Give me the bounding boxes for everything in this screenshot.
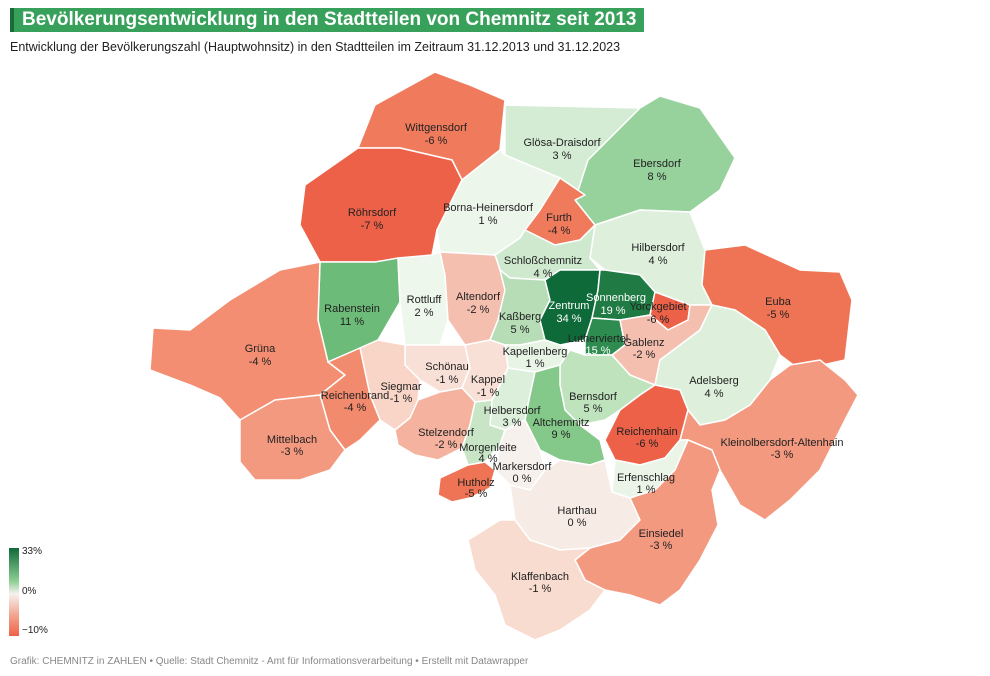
label-hilbersdorf-name: Hilbersdorf: [631, 242, 685, 254]
label-markersdorf-name: Markersdorf: [493, 461, 553, 473]
label-ebersdorf-name: Ebersdorf: [633, 158, 682, 170]
label-euba-value: -5 %: [767, 309, 790, 321]
label-stelzendorf-name: Stelzendorf: [418, 427, 475, 439]
label-einsiedel-name: Einsiedel: [639, 528, 684, 540]
label-kappel-value: -1 %: [477, 387, 500, 399]
label-schlosschemnitz-value: 4 %: [534, 268, 553, 280]
label-gablenz-name: Gablenz: [624, 337, 665, 349]
label-altendorf-value: -2 %: [467, 304, 490, 316]
label-markersdorf-value: 0 %: [513, 473, 532, 485]
label-mittelbach-name: Mittelbach: [267, 434, 317, 446]
label-borna-value: 1 %: [479, 215, 498, 227]
label-adelsberg-value: 4 %: [705, 388, 724, 400]
label-borna-name: Borna-Heinersdorf: [443, 202, 534, 214]
label-lutherviertel-value: 15 %: [585, 345, 610, 357]
label-stelzendorf-value: -2 %: [435, 439, 458, 451]
label-kapellenberg-value: 1 %: [526, 358, 545, 370]
source-footer: Grafik: CHEMNITZ in ZAHLEN • Quelle: Sta…: [10, 656, 529, 667]
chart-title: Bevölkerungsentwicklung in den Stadtteil…: [22, 9, 637, 30]
label-siegmar-name: Siegmar: [381, 381, 422, 393]
label-rabenstein-value: 11 %: [340, 316, 364, 328]
district-klaffenbach[interactable]: [467, 519, 606, 641]
label-helbersdorf-value: 3 %: [503, 417, 522, 429]
label-kassberg-name: Kaßberg: [499, 311, 541, 323]
chart-subtitle: Entwicklung der Bevölkerungszahl (Hauptw…: [10, 40, 621, 54]
label-wittgensdorf-value: -6 %: [425, 135, 448, 147]
label-bernsdorf-value: 5 %: [584, 403, 603, 415]
label-klaffenbach-value: -1 %: [529, 583, 552, 595]
label-furth-name: Furth: [546, 212, 572, 224]
label-kleinolbersdorf-name: Kleinolbersdorf-Altenhain: [721, 437, 844, 449]
label-rottluff-value: 2 %: [415, 307, 434, 319]
label-mittelbach-value: -3 %: [281, 446, 304, 458]
district-labels: Wittgensdorf -6 % Glösa-Draisdorf 3 % Eb…: [245, 122, 844, 595]
label-bernsdorf-name: Bernsdorf: [569, 391, 618, 403]
label-kapellenberg-name: Kapellenberg: [503, 346, 568, 358]
label-gruna-value: -4 %: [249, 356, 272, 368]
label-klaffenbach-name: Klaffenbach: [511, 571, 569, 583]
label-harthau-value: 0 %: [568, 517, 587, 529]
legend-min: −10%: [22, 625, 48, 636]
label-reichenbrand-name: Reichenbrand: [321, 390, 390, 402]
district-mittelbach[interactable]: [239, 394, 346, 481]
label-kleinolbersdorf-value: -3 %: [771, 449, 794, 461]
label-reichenbrand-value: -4 %: [344, 402, 367, 414]
label-erfenschlag-value: 1 %: [637, 484, 656, 496]
label-euba-name: Euba: [765, 296, 792, 308]
legend-gradient-bar: [9, 548, 19, 636]
label-yorckgebiet-value: -6 %: [647, 314, 670, 326]
label-zentrum-name: Zentrum: [549, 300, 590, 312]
label-rohrsdorf-value: -7 %: [361, 220, 384, 232]
label-hutholz-name: Hutholz: [457, 477, 494, 489]
label-adelsberg-name: Adelsberg: [689, 375, 739, 387]
label-reichenhain-name: Reichenhain: [616, 426, 677, 438]
label-ebersdorf-value: 8 %: [648, 171, 667, 183]
title-banner: Bevölkerungsentwicklung in den Stadtteil…: [10, 8, 645, 32]
label-gablenz-value: -2 %: [633, 349, 656, 361]
label-schlosschemnitz-name: Schloßchemnitz: [504, 255, 582, 267]
label-helbersdorf-name: Helbersdorf: [484, 405, 542, 417]
label-siegmar-value: -1 %: [390, 393, 413, 405]
label-schonau-name: Schönau: [425, 361, 468, 373]
label-morgenleite-name: Morgenleite: [459, 442, 516, 454]
label-altendorf-name: Altendorf: [456, 291, 501, 303]
label-kassberg-value: 5 %: [511, 324, 530, 336]
label-yorckgebiet-name: Yorckgebiet: [629, 301, 686, 313]
label-wittgensdorf-name: Wittgensdorf: [405, 122, 468, 134]
label-hutholz-value: -5 %: [465, 488, 488, 500]
label-rohrsdorf-name: Röhrsdorf: [348, 207, 397, 219]
label-reichenhain-value: -6 %: [636, 438, 659, 450]
label-zentrum-value: 34 %: [556, 313, 581, 325]
label-sonnenberg-name: Sonnenberg: [586, 292, 646, 304]
label-altchemnitz-value: 9 %: [552, 429, 571, 441]
label-glosa-name: Glösa-Draisdorf: [523, 137, 601, 149]
legend-max: 33%: [22, 546, 43, 557]
label-altchemnitz-name: Altchemnitz: [533, 417, 590, 429]
district-reichenbrand[interactable]: [319, 347, 381, 451]
label-erfenschlag-name: Erfenschlag: [617, 472, 675, 484]
label-schonau-value: -1 %: [436, 374, 459, 386]
label-harthau-name: Harthau: [557, 505, 596, 517]
district-rohrsdorf[interactable]: [299, 147, 463, 263]
legend-mid: 0%: [22, 586, 37, 597]
label-morgenleite-value: 4 %: [479, 453, 498, 465]
label-einsiedel-value: -3 %: [650, 540, 673, 552]
label-rabenstein-name: Rabenstein: [324, 303, 380, 315]
label-furth-value: -4 %: [548, 225, 571, 237]
label-rottluff-name: Rottluff: [407, 294, 443, 306]
color-legend: 33% 0% −10%: [9, 546, 69, 638]
district-hutholz[interactable]: [437, 461, 496, 503]
label-lutherviertel-name: Lutherviertel: [568, 333, 629, 345]
label-hilbersdorf-value: 4 %: [649, 255, 668, 267]
label-gruna-name: Grüna: [245, 343, 276, 355]
label-sonnenberg-value: 19 %: [600, 305, 625, 317]
label-glosa-value: 3 %: [553, 150, 572, 162]
label-kappel-name: Kappel: [471, 374, 505, 386]
